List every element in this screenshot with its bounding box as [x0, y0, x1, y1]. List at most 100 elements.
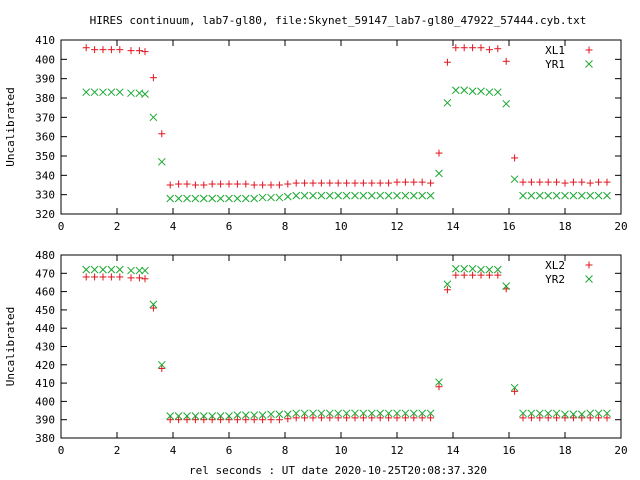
- data-point: [359, 179, 367, 187]
- data-point: [468, 87, 477, 96]
- data-point: [208, 180, 216, 188]
- data-point: [107, 265, 116, 274]
- data-point: [569, 414, 577, 422]
- data-point: [116, 46, 124, 54]
- data-point: [217, 180, 225, 188]
- data-point: [199, 412, 208, 420]
- data-point: [149, 300, 158, 309]
- data-point: [586, 414, 594, 422]
- data-point: [376, 414, 384, 422]
- y-tick-label: 430: [35, 341, 55, 354]
- x-tick-label: 6: [226, 220, 233, 233]
- legend-label: YR1: [545, 58, 565, 71]
- data-point: [351, 409, 359, 418]
- data-point: [283, 192, 292, 201]
- data-point: [384, 191, 393, 200]
- data-point: [477, 265, 485, 274]
- data-point: [166, 194, 175, 203]
- y-tick-label: 400: [35, 53, 55, 66]
- data-point: [401, 191, 410, 200]
- data-point: [544, 409, 553, 418]
- data-point: [300, 409, 309, 418]
- data-point: [317, 191, 326, 200]
- data-point: [99, 46, 107, 54]
- data-point: [317, 409, 326, 418]
- data-point: [309, 414, 317, 422]
- data-point: [477, 87, 485, 96]
- y-tick-label: 390: [35, 414, 55, 427]
- data-point: [553, 178, 561, 186]
- data-point: [225, 412, 233, 420]
- data-point: [334, 191, 343, 200]
- legend-marker: [585, 60, 593, 68]
- data-point: [200, 181, 208, 189]
- x-axis-label: rel seconds : UT date 2020-10-25T20:08:3…: [189, 464, 487, 477]
- chart-panel-2: 0 2 4 6 8 10 12 14 16 18 20 380 390 400 410 420 430 440 45…: [4, 249, 628, 457]
- data-point: [418, 414, 426, 422]
- data-point: [351, 191, 359, 200]
- data-point: [283, 410, 292, 419]
- x-tick-label: 4: [170, 444, 177, 457]
- data-point: [275, 193, 284, 202]
- data-point: [519, 414, 527, 422]
- data-point: [409, 409, 418, 418]
- data-point: [427, 179, 435, 187]
- data-point: [544, 191, 553, 200]
- x-tick-label: 8: [282, 444, 289, 457]
- data-point: [216, 412, 225, 420]
- data-point: [275, 410, 284, 419]
- data-point: [175, 416, 183, 424]
- data-point: [577, 191, 586, 200]
- data-point: [527, 191, 536, 200]
- data-point: [200, 416, 208, 424]
- data-point: [460, 44, 468, 52]
- data-point: [191, 194, 200, 203]
- data-point: [82, 265, 91, 274]
- data-point: [115, 265, 124, 274]
- data-point: [158, 130, 166, 138]
- data-point: [435, 383, 443, 391]
- y-tick-label: 360: [35, 131, 55, 144]
- data-point: [586, 191, 595, 200]
- data-point: [233, 416, 241, 424]
- data-point: [468, 264, 477, 273]
- data-point: [376, 179, 384, 187]
- data-point: [443, 98, 452, 107]
- legend-label: XL1: [545, 44, 565, 57]
- data-point: [376, 191, 385, 200]
- data-point: [561, 414, 569, 422]
- data-point: [426, 191, 435, 200]
- data-point: [451, 264, 460, 273]
- data-point: [443, 286, 451, 294]
- data-point: [578, 178, 586, 186]
- data-point: [485, 265, 494, 274]
- data-point: [141, 48, 149, 56]
- x-tick-label: 8: [282, 220, 289, 233]
- data-point: [225, 194, 233, 203]
- data-point: [292, 414, 300, 422]
- data-point: [351, 414, 359, 422]
- data-point: [493, 88, 502, 97]
- legend-marker: [585, 275, 593, 283]
- data-point: [460, 264, 469, 273]
- data-point: [259, 416, 267, 424]
- data-point: [569, 178, 577, 186]
- data-point: [127, 274, 135, 282]
- chart-panels: 0 2 4 6 8 10 12 14 16 18 2032033034035036037038039…: [4, 34, 628, 457]
- data-point: [309, 191, 317, 200]
- y-axis-label: Uncalibrated: [4, 87, 17, 166]
- y-tick-label: 350: [35, 150, 55, 163]
- y-tick-label: 480: [35, 249, 55, 262]
- data-point: [569, 410, 578, 419]
- data-point: [250, 411, 259, 419]
- data-point: [384, 409, 393, 418]
- data-point: [334, 409, 343, 418]
- data-point: [552, 191, 561, 200]
- data-point: [578, 414, 586, 422]
- data-point: [510, 383, 519, 392]
- data-point: [174, 194, 183, 203]
- data-point: [141, 90, 149, 98]
- data-point: [166, 416, 174, 424]
- data-point: [225, 416, 233, 424]
